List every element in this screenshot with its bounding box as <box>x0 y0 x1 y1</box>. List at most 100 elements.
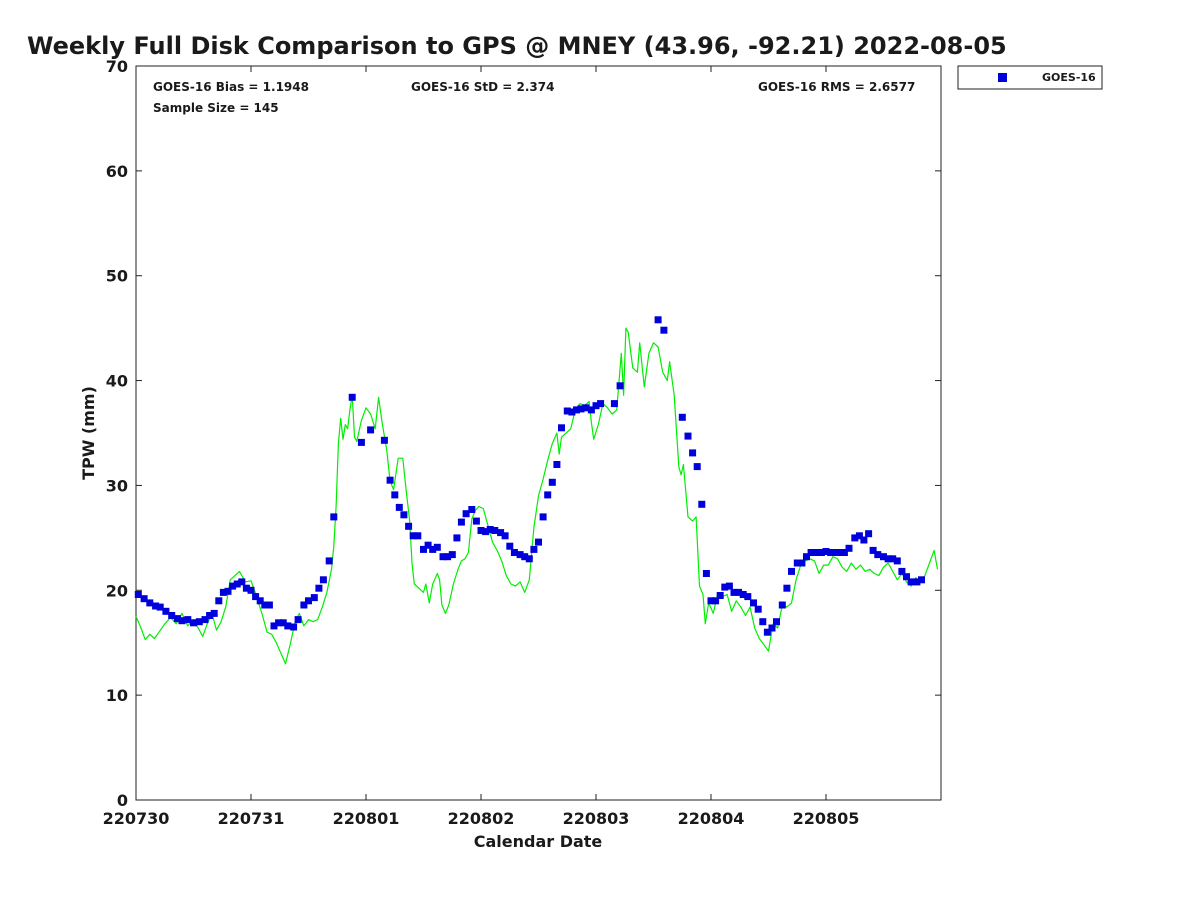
goes-point <box>913 578 921 586</box>
x-tick-label: 220731 <box>218 809 285 828</box>
goes-point <box>380 436 388 444</box>
goes-point <box>310 594 318 602</box>
goes-point <box>851 534 859 542</box>
goes-point <box>553 461 561 468</box>
goes-point <box>367 426 375 434</box>
goes-point <box>420 545 427 553</box>
goes-point <box>744 593 752 601</box>
goes-point <box>424 541 432 549</box>
x-axis: 220730 220731 220801 220802 220803 220804 2208… <box>103 66 860 828</box>
goes-point <box>836 549 844 556</box>
goes-point <box>898 567 906 575</box>
goes-point <box>817 549 825 556</box>
goes-point <box>516 551 524 559</box>
goes-point <box>693 463 701 471</box>
goes-point <box>793 559 801 567</box>
goes-point <box>468 506 476 513</box>
goes-point <box>400 511 408 519</box>
goes-point <box>319 576 327 584</box>
stat-bias: GOES-16 Bias = 1.1948 <box>153 80 309 94</box>
goes-point <box>539 513 547 521</box>
goes-point <box>874 551 882 559</box>
goes-point <box>768 624 776 632</box>
goes-point <box>190 619 197 627</box>
goes-point <box>238 578 246 586</box>
goes-point <box>689 449 697 457</box>
goes-point <box>807 549 815 556</box>
goes-point <box>855 532 863 540</box>
x-tick-label: 220801 <box>333 809 400 828</box>
goes-point <box>893 557 901 565</box>
goes-point <box>548 478 556 486</box>
goes-point <box>477 527 485 534</box>
goes-point <box>712 597 720 605</box>
goes-point <box>783 584 791 592</box>
goes-point <box>535 538 542 546</box>
goes-point <box>573 406 580 414</box>
goes-point <box>750 599 757 607</box>
legend: GOES-16 <box>957 65 1103 90</box>
goes-point <box>439 553 447 561</box>
goes-point <box>822 548 830 555</box>
stat-rms: GOES-16 RMS = 2.6577 <box>758 80 915 94</box>
plot-frame <box>135 65 942 801</box>
goes-point <box>831 549 839 556</box>
goes-point <box>721 583 729 591</box>
y-tick-label: 70 <box>106 57 128 76</box>
goes-point <box>275 619 283 627</box>
goes-point <box>242 584 250 592</box>
goes-point <box>840 549 848 556</box>
goes-point <box>568 408 576 416</box>
goes-point <box>215 597 223 605</box>
goes-point <box>462 510 470 518</box>
y-tick-label: 20 <box>106 581 128 600</box>
goes-point <box>486 526 494 533</box>
legend-box <box>957 65 1103 90</box>
goes-point <box>256 597 264 605</box>
y-tick-label: 60 <box>106 162 128 181</box>
goes-point <box>178 617 186 625</box>
goes-point <box>224 587 232 595</box>
goes-point <box>184 616 192 624</box>
goes-point <box>146 599 154 607</box>
goes-point <box>778 601 786 609</box>
goes-point <box>448 551 456 559</box>
goes-point <box>889 555 897 563</box>
goes-point <box>491 527 499 534</box>
goes-point <box>582 404 590 412</box>
goes-point <box>525 555 533 563</box>
goes-point <box>880 553 887 561</box>
goes-point <box>270 622 278 630</box>
goes-point <box>597 400 605 408</box>
goes-series <box>134 316 925 636</box>
goes-point <box>716 592 724 599</box>
goes-point <box>587 406 595 414</box>
x-tick-label: 220802 <box>448 809 515 828</box>
chart-title: Weekly Full Disk Comparison to GPS @ MNE… <box>27 32 1007 60</box>
goes-point <box>357 438 365 446</box>
legend-label-goes-16: GOES-16 <box>1042 71 1096 84</box>
goes-point <box>325 557 333 565</box>
goes-point <box>773 618 780 626</box>
goes-point <box>229 582 237 590</box>
goes-point <box>884 555 892 563</box>
goes-point <box>305 597 312 605</box>
legend-marker-goes-16 <box>998 73 1007 82</box>
goes-point <box>506 542 514 550</box>
goes-point <box>162 607 170 615</box>
goes-point <box>610 400 618 408</box>
goes-point <box>803 553 810 561</box>
goes-point <box>233 580 241 588</box>
y-tick-label: 10 <box>106 686 128 705</box>
x-axis-label: Calendar Date <box>474 832 603 851</box>
goes-point <box>860 536 868 544</box>
goes-point <box>395 503 403 511</box>
goes-point <box>501 532 509 540</box>
goes-point <box>577 405 585 413</box>
goes-point <box>563 407 571 415</box>
x-tick-label: 220805 <box>793 809 860 828</box>
goes-point <box>725 582 733 590</box>
goes-point <box>279 619 287 627</box>
goes-point <box>497 529 505 537</box>
